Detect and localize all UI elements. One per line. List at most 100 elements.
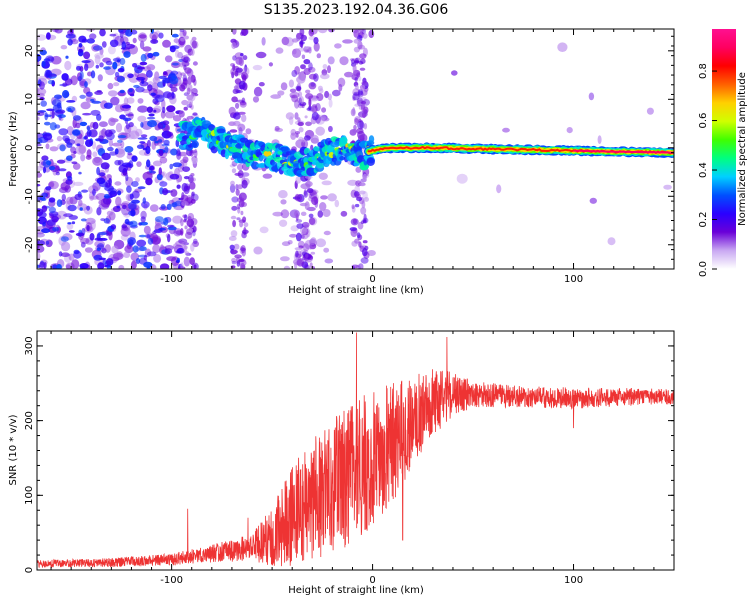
heatmap-cell: [301, 54, 306, 60]
heatmap-cell: [176, 247, 185, 254]
heatmap-cell: [131, 190, 140, 199]
heatmap-cell: [284, 37, 294, 47]
heatmap-cell: [41, 60, 46, 67]
heatmap-cell: [172, 162, 182, 168]
heatmap-cell: [45, 186, 52, 191]
heatmap-cell: [65, 55, 69, 59]
heatmap-cell: [287, 240, 293, 245]
heatmap-cell: [236, 203, 241, 210]
heatmap-cell: [44, 69, 51, 79]
heatmap-cell: [117, 59, 121, 63]
heatmap-cell: [149, 165, 155, 171]
heatmap-cell: [86, 91, 93, 97]
heatmap-cell: [294, 193, 300, 201]
heatmap-cell: [67, 222, 72, 225]
heatmap-cell: [235, 102, 240, 109]
heatmap-cell: [47, 79, 55, 85]
heatmap-cell: [86, 29, 95, 32]
heatmap-cell: [66, 142, 73, 148]
heatmap-cell: [94, 54, 101, 65]
heatmap-cell: [126, 133, 135, 140]
heatmap-cell: [140, 121, 144, 128]
heatmap-cell: [146, 139, 151, 149]
heatmap-cell: [109, 151, 117, 156]
heatmap-cell: [62, 135, 70, 142]
heatmap-cell: [37, 251, 41, 261]
heatmap-cell: [279, 219, 288, 227]
heatmap-cell: [362, 33, 368, 39]
heatmap-cell: [310, 144, 314, 151]
colorbar-tick-label: 0.4: [698, 162, 709, 178]
heatmap-cell: [117, 68, 125, 73]
heatmap-cell: [117, 159, 124, 166]
heatmap-cell: [146, 251, 157, 257]
heatmap-cell: [137, 186, 146, 190]
heatmap-cell: [106, 265, 112, 269]
heatmap-cell: [235, 89, 243, 94]
heatmap-cell: [180, 194, 189, 203]
heatmap-cell: [235, 67, 243, 73]
heatmap-cell: [162, 188, 169, 196]
heatmap-cell: [137, 137, 148, 140]
heatmap-cell: [99, 29, 106, 37]
heatmap-cell: [43, 133, 53, 141]
heatmap-cell: [169, 76, 179, 85]
x-tick-label: -100: [160, 575, 183, 586]
heatmap-cell: [120, 226, 131, 237]
heatmap-cell: [241, 114, 247, 123]
heatmap-cell: [351, 264, 359, 269]
heatmap-cell: [323, 230, 331, 236]
heatmap-cell: [128, 130, 140, 140]
heatmap-cell: [104, 193, 110, 199]
heatmap-cell: [179, 61, 185, 68]
heatmap-cell: [309, 238, 316, 245]
heatmap-cell: [40, 100, 47, 107]
heatmap-cell: [328, 98, 333, 108]
heatmap-y-axis-label: Frequency (Hz): [8, 111, 19, 187]
heatmap-cell: [339, 156, 345, 161]
heatmap-cell: [115, 122, 123, 133]
heatmap-cell: [150, 170, 157, 174]
heatmap-cell: [125, 29, 133, 37]
heatmap-cell: [140, 134, 148, 138]
heatmap-cell: [125, 174, 129, 182]
heatmap-cell: [151, 94, 161, 99]
heatmap-cell: [105, 60, 113, 66]
heatmap-cell: [55, 171, 60, 176]
heatmap-cell: [158, 167, 162, 176]
heatmap-cell: [49, 146, 59, 152]
heatmap-cell: [176, 184, 181, 189]
heatmap-cell: [351, 29, 358, 34]
heatmap-cell: [322, 209, 331, 217]
heatmap-cell: [180, 37, 186, 42]
heatmap-cell: [317, 114, 326, 121]
heatmap-cell: [79, 121, 88, 127]
heatmap-cell: [103, 102, 113, 109]
heatmap-cell: [268, 143, 274, 150]
heatmap-cell: [65, 33, 76, 39]
heatmap-cell: [242, 55, 248, 61]
heatmap-cell: [116, 76, 125, 83]
heatmap-cell: [56, 135, 63, 142]
heatmap-cell: [295, 219, 303, 223]
heatmap-cell: [167, 224, 174, 228]
heatmap-cell: [285, 112, 295, 120]
heatmap-cell: [172, 215, 183, 224]
y-tick-label: 0: [24, 567, 35, 573]
heatmap-cell: [281, 36, 290, 46]
heatmap-cell: [353, 38, 361, 44]
heatmap-cell: [147, 52, 154, 59]
heatmap-cell: [75, 145, 86, 155]
heatmap-cell: [121, 224, 127, 229]
heatmap-cell: [38, 261, 46, 269]
heatmap-cell: [46, 32, 51, 40]
heatmap-cell: [86, 149, 92, 158]
heatmap-cell: [111, 245, 119, 254]
heatmap-cell: [323, 247, 330, 253]
heatmap-cell: [182, 166, 191, 173]
heatmap-cell: [165, 190, 173, 193]
heatmap-cell: [125, 123, 130, 130]
heatmap-cell: [78, 48, 83, 53]
heatmap-cell: [288, 79, 294, 88]
heatmap-cell: [233, 243, 240, 250]
